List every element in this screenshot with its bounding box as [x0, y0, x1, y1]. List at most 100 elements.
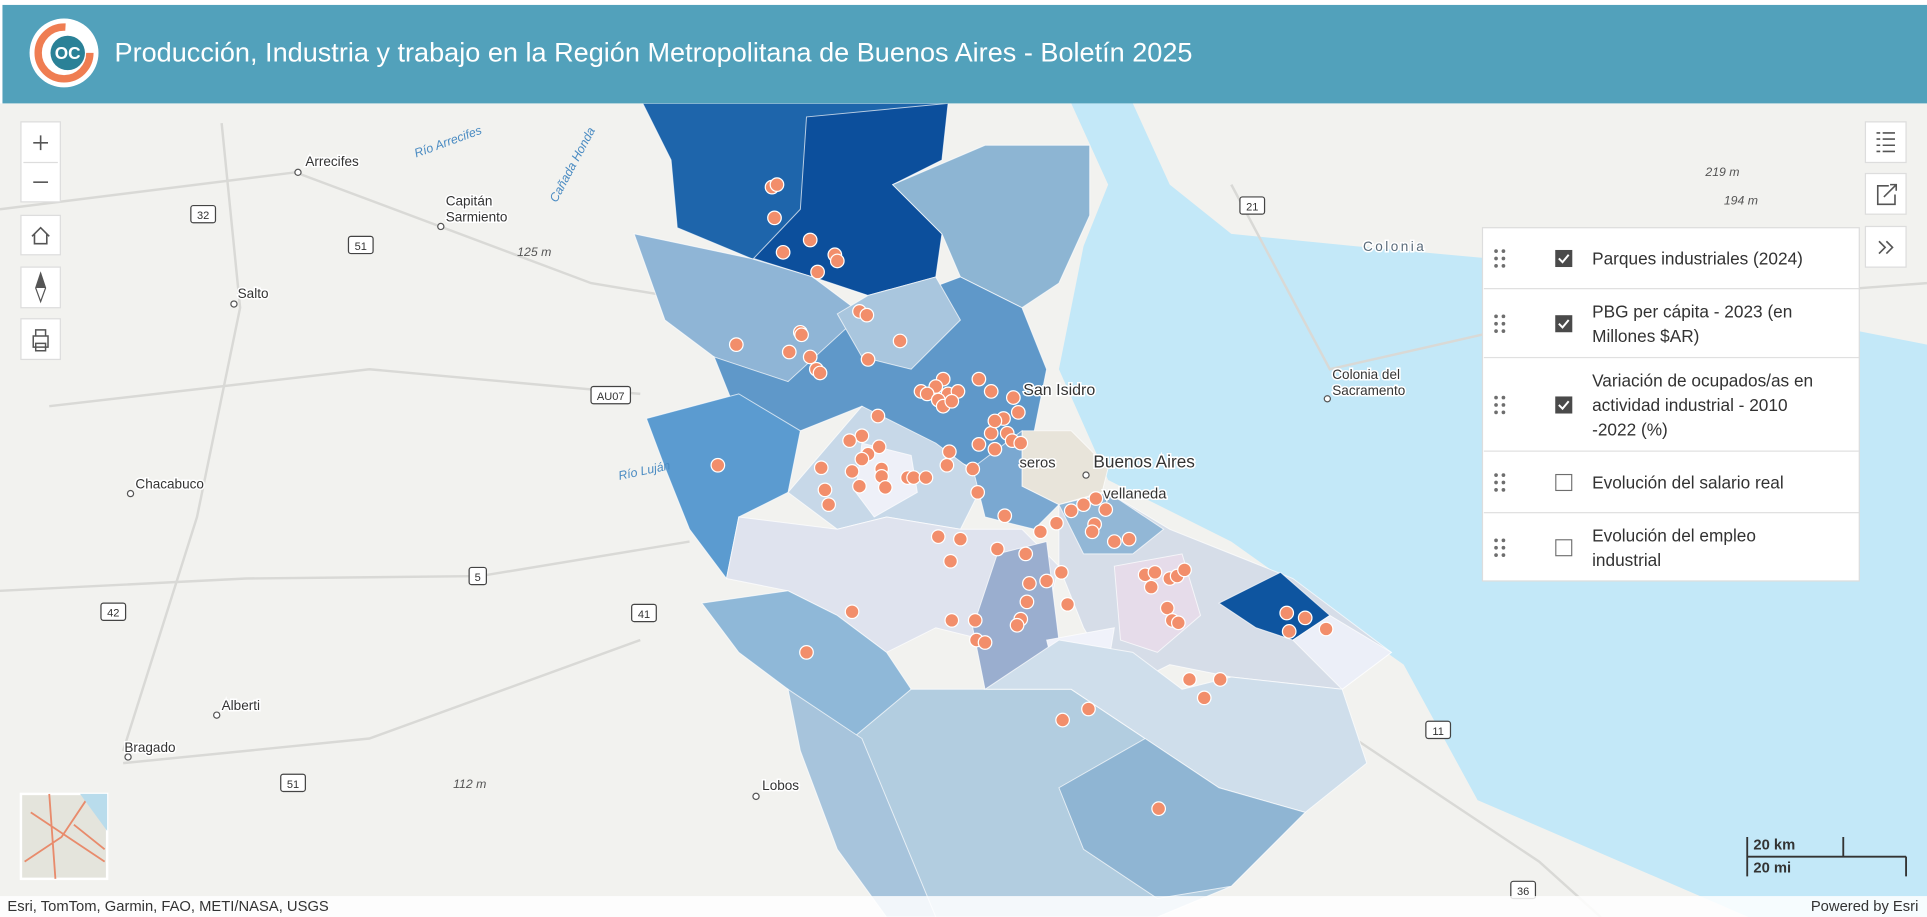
- drag-handle[interactable]: [1494, 394, 1506, 414]
- park-point[interactable]: [1076, 497, 1091, 513]
- park-point[interactable]: [1318, 621, 1334, 637]
- park-point[interactable]: [1019, 594, 1035, 610]
- park-point[interactable]: [859, 307, 875, 323]
- park-point[interactable]: [1196, 690, 1212, 706]
- checkbox[interactable]: [1555, 395, 1573, 413]
- park-point[interactable]: [802, 232, 818, 248]
- park-point[interactable]: [939, 457, 955, 473]
- park-point[interactable]: [987, 413, 1003, 429]
- park-point[interactable]: [781, 344, 797, 360]
- park-point[interactable]: [794, 327, 809, 343]
- park-point[interactable]: [871, 439, 887, 455]
- park-point[interactable]: [1279, 605, 1295, 621]
- park-point[interactable]: [870, 408, 886, 424]
- park-point[interactable]: [802, 349, 818, 365]
- park-point[interactable]: [860, 352, 876, 367]
- park-point[interactable]: [728, 337, 744, 353]
- park-point[interactable]: [1297, 610, 1313, 626]
- layer-item[interactable]: Evolución del empleo industrial: [1484, 513, 1860, 581]
- park-point[interactable]: [1281, 624, 1297, 639]
- checkbox[interactable]: [1555, 473, 1573, 491]
- home-button[interactable]: [20, 214, 61, 256]
- layer-list-button[interactable]: [1864, 121, 1907, 164]
- park-point[interactable]: [930, 529, 946, 545]
- park-point[interactable]: [1039, 573, 1055, 589]
- collapse-button[interactable]: [1864, 225, 1907, 268]
- park-point[interactable]: [812, 365, 828, 381]
- park-point[interactable]: [1098, 502, 1114, 517]
- park-point[interactable]: [1151, 801, 1167, 817]
- park-point[interactable]: [844, 604, 860, 620]
- park-point[interactable]: [1049, 515, 1064, 531]
- drag-handle[interactable]: [1494, 248, 1506, 268]
- park-point[interactable]: [1021, 576, 1037, 591]
- layer-item[interactable]: Evolución del salario real: [1483, 452, 1860, 514]
- park-point[interactable]: [1088, 491, 1104, 506]
- park-point[interactable]: [1159, 600, 1175, 616]
- park-point[interactable]: [1081, 701, 1096, 717]
- park-point[interactable]: [1084, 524, 1100, 540]
- park-point[interactable]: [1005, 390, 1021, 405]
- park-point[interactable]: [1212, 672, 1228, 687]
- park-point[interactable]: [767, 210, 782, 226]
- park-point[interactable]: [1182, 672, 1197, 687]
- park-point[interactable]: [953, 531, 968, 547]
- zoom-in[interactable]: [33, 135, 49, 151]
- park-point[interactable]: [944, 393, 960, 409]
- park-point[interactable]: [983, 425, 999, 441]
- park-point[interactable]: [1060, 596, 1075, 612]
- park-point[interactable]: [854, 451, 870, 467]
- park-point[interactable]: [944, 612, 960, 628]
- layer-item[interactable]: PBG per cápita - 2023 (en Millones $AR): [1483, 289, 1860, 359]
- checkbox[interactable]: [1555, 538, 1573, 556]
- park-point[interactable]: [1055, 712, 1071, 728]
- powered-by[interactable]: Powered by Esri: [1811, 899, 1919, 915]
- drag-handle[interactable]: [1494, 537, 1506, 557]
- park-point[interactable]: [844, 464, 860, 479]
- park-point[interactable]: [710, 457, 726, 473]
- layer-item[interactable]: Parques industriales (2024): [1483, 228, 1860, 290]
- park-point[interactable]: [919, 386, 935, 402]
- park-point[interactable]: [1013, 435, 1029, 451]
- park-point[interactable]: [775, 244, 791, 260]
- park-point[interactable]: [983, 384, 999, 399]
- park-point[interactable]: [799, 644, 814, 660]
- park-point[interactable]: [997, 508, 1013, 524]
- park-point[interactable]: [970, 484, 986, 500]
- park-point[interactable]: [769, 177, 785, 193]
- park-point[interactable]: [1033, 524, 1048, 540]
- park-point[interactable]: [1106, 534, 1122, 549]
- park-point[interactable]: [813, 460, 829, 476]
- park-point[interactable]: [987, 441, 1003, 457]
- drag-handle[interactable]: [1494, 313, 1506, 333]
- park-point[interactable]: [1121, 531, 1137, 547]
- park-point[interactable]: [989, 541, 1005, 557]
- park-point[interactable]: [1063, 503, 1079, 519]
- park-point[interactable]: [1054, 564, 1069, 580]
- park-point[interactable]: [877, 480, 893, 495]
- park-point[interactable]: [971, 436, 987, 452]
- park-point[interactable]: [918, 470, 934, 485]
- park-point[interactable]: [852, 478, 867, 494]
- park-point[interactable]: [1009, 617, 1025, 633]
- park-point[interactable]: [1143, 579, 1159, 595]
- drag-handle[interactable]: [1494, 472, 1506, 492]
- park-point[interactable]: [854, 428, 870, 444]
- park-point[interactable]: [971, 371, 987, 387]
- park-point[interactable]: [965, 461, 981, 477]
- park-point[interactable]: [941, 444, 957, 460]
- park-point[interactable]: [829, 253, 845, 269]
- layer-item[interactable]: Variación de ocupados/as en actividad in…: [1483, 358, 1860, 452]
- park-point[interactable]: [1177, 562, 1192, 578]
- print-button[interactable]: [20, 318, 61, 361]
- share-button[interactable]: [1864, 172, 1907, 215]
- park-point[interactable]: [817, 482, 833, 498]
- park-point[interactable]: [977, 635, 993, 650]
- park-point[interactable]: [1010, 404, 1026, 420]
- park-point[interactable]: [842, 433, 857, 449]
- checkbox[interactable]: [1555, 314, 1573, 332]
- checkbox[interactable]: [1555, 249, 1573, 267]
- park-point[interactable]: [943, 553, 958, 569]
- park-point[interactable]: [1170, 615, 1186, 631]
- park-point[interactable]: [810, 264, 825, 280]
